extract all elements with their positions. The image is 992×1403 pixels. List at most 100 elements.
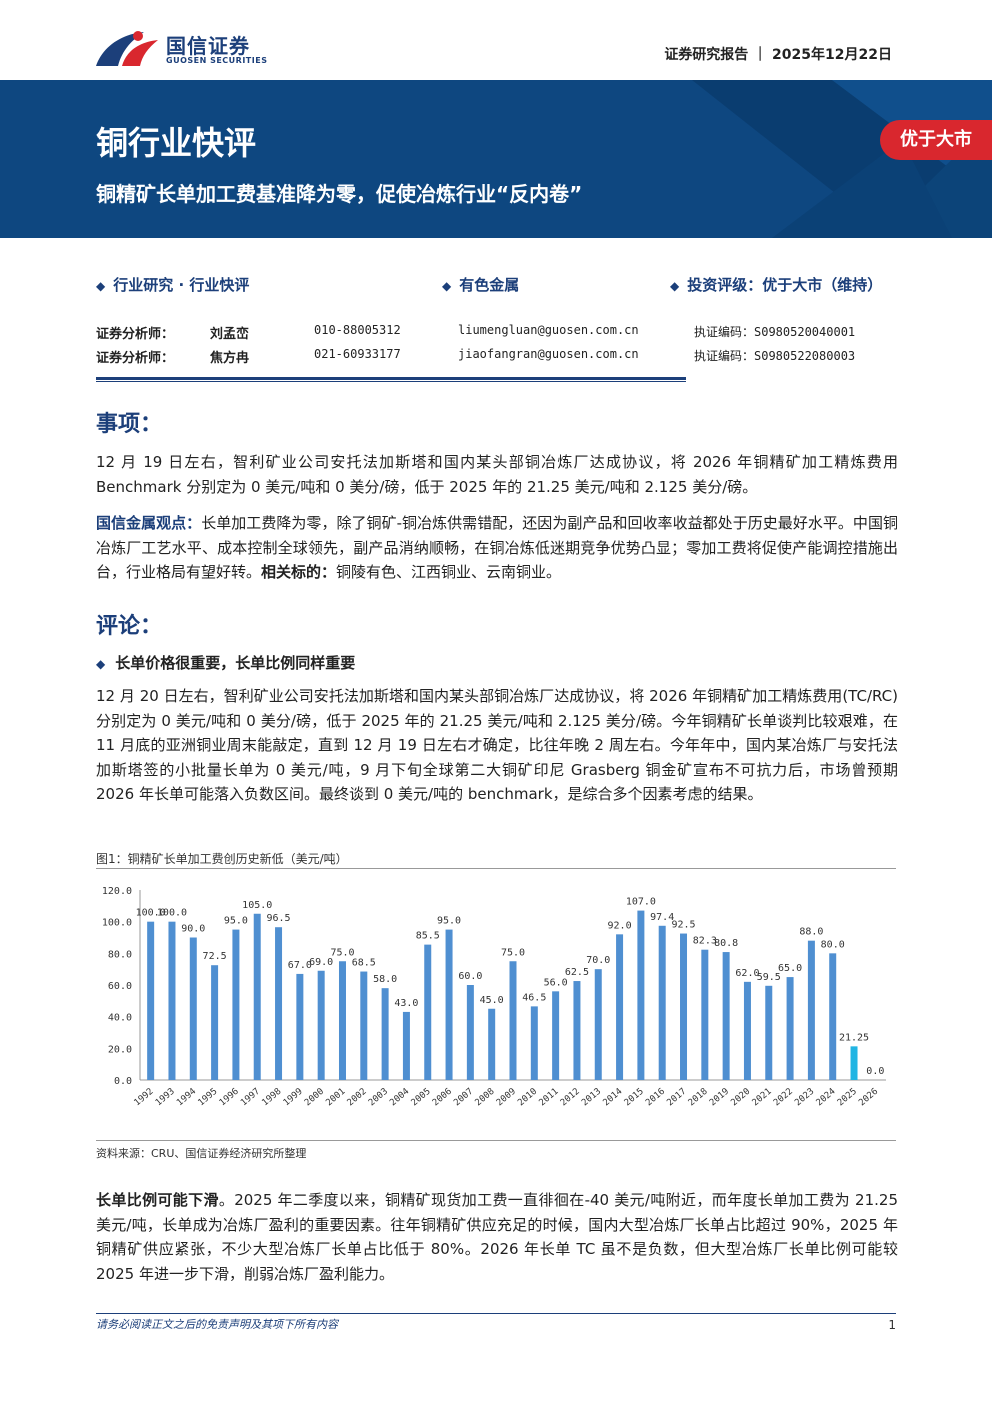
x-tick-label: 2000 [303, 1087, 326, 1109]
data-label: 45.0 [480, 995, 504, 1006]
x-tick-label: 1996 [218, 1087, 241, 1109]
bar [658, 925, 666, 1080]
y-tick-label: 60.0 [108, 981, 132, 992]
target-label: 相关标的： [261, 563, 337, 581]
analyst-email[interactable]: liumengluan@guosen.com.cn [458, 323, 639, 337]
section-heading-comment: 评论： [96, 614, 163, 639]
sub-heading: ◆ 长单价格很重要，长单比例同样重要 [96, 652, 355, 673]
guosen-logo: 国信证券 GUOSEN SECURITIES [92, 26, 282, 70]
x-tick-label: 2026 [857, 1087, 880, 1109]
footer-disclaimer: 请务必阅读正文之后的免责声明及其项下所有内容 [96, 1318, 338, 1331]
bar [424, 944, 432, 1080]
data-label: 68.5 [352, 958, 376, 969]
bar [232, 929, 240, 1080]
analyst-name: 焦方冉 [210, 351, 250, 366]
ratio-label: 长单比例可能下滑 [96, 1191, 219, 1209]
y-tick-label: 20.0 [108, 1044, 132, 1055]
x-tick-label: 2019 [708, 1087, 731, 1109]
bar [360, 971, 368, 1080]
data-label: 100.0 [157, 908, 187, 919]
bar [466, 985, 474, 1080]
x-tick-label: 2023 [793, 1087, 816, 1109]
x-tick-label: 2024 [815, 1087, 838, 1109]
bar [850, 1046, 858, 1080]
ratio-paragraph: 长单比例可能下滑。2025 年二季度以来，铜精矿现货加工费一直徘徊在-40 美元… [96, 1188, 898, 1286]
data-label: 105.0 [242, 900, 272, 911]
analyst-cert: 执证编码：S0980520040001 [694, 325, 856, 339]
diamond-icon: ◆ [96, 279, 106, 293]
data-label: 0.0 [866, 1066, 884, 1077]
category-research-label: 行业研究 · 行业快评 [113, 276, 250, 294]
x-tick-label: 2020 [729, 1087, 752, 1109]
data-label: 90.0 [181, 924, 205, 935]
x-tick-label: 1997 [239, 1087, 262, 1109]
footer-rule [96, 1313, 896, 1314]
ratio-text: 。2025 年二季度以来，铜精矿现货加工费一直徘徊在-40 美元/吨附近，而年度… [96, 1191, 898, 1283]
x-tick-label: 1999 [282, 1087, 305, 1109]
y-tick-label: 100.0 [102, 918, 132, 929]
y-tick-label: 0.0 [114, 1076, 132, 1087]
figure-caption: 图1：铜精矿长单加工费创历史新低（美元/吨） [96, 852, 348, 866]
bar [509, 961, 517, 1080]
x-tick-label: 2022 [772, 1087, 795, 1109]
bar [807, 940, 815, 1080]
comment-paragraph: 12 月 20 日左右，智利矿业公司安托法加斯塔和国内某头部铜冶炼厂达成协议，将… [96, 687, 898, 803]
bar [253, 913, 261, 1080]
analyst-name: 刘孟峦 [210, 327, 250, 342]
bar [338, 961, 346, 1080]
sub-heading-label: 长单价格很重要，长单比例同样重要 [115, 654, 356, 672]
bar [616, 934, 624, 1080]
banner-decoration [692, 80, 992, 238]
data-label: 59.5 [757, 972, 781, 983]
page-number: 1 [888, 1318, 896, 1332]
bar [168, 921, 176, 1080]
bar [552, 991, 560, 1080]
guosen-logo-icon [96, 31, 158, 66]
bar [594, 969, 602, 1080]
data-label: 88.0 [799, 927, 823, 938]
data-label: 60.0 [458, 971, 482, 982]
x-tick-label: 2010 [516, 1087, 539, 1109]
x-tick-label: 2013 [580, 1087, 603, 1109]
bar [488, 1008, 496, 1080]
bar [743, 981, 751, 1080]
bar [530, 1006, 538, 1080]
view-text: 长单加工费降为零，除了铜矿-铜冶炼供需错配，还因为副产品和回收率收益都处于历史最… [96, 514, 898, 581]
report-title: 铜行业快评 [96, 124, 257, 162]
category-rating: ◆ 投资评级：优于大市（维持） [670, 274, 882, 295]
target-text: 铜陵有色、江西铜业、云南铜业。 [336, 563, 562, 581]
logo-text-en: GUOSEN SECURITIES [166, 56, 268, 65]
bar [147, 921, 155, 1080]
bar [317, 970, 325, 1080]
data-label: 80.0 [821, 939, 845, 950]
data-label: 95.0 [224, 916, 248, 927]
x-tick-label: 1993 [154, 1087, 177, 1109]
data-label: 82.3 [693, 936, 717, 947]
data-label: 92.0 [608, 920, 632, 931]
report-subtitle: 铜精矿长单加工费基准降为零，促使冶炼行业“反内卷” [96, 182, 583, 206]
data-label: 107.0 [626, 897, 656, 908]
data-label: 100.0 [136, 908, 166, 919]
category-research: ◆ 行业研究 · 行业快评 [96, 274, 249, 295]
data-label: 21.25 [839, 1032, 869, 1043]
data-label: 80.8 [714, 938, 738, 949]
y-tick-label: 120.0 [102, 886, 132, 897]
data-label: 96.5 [266, 913, 290, 924]
bar [445, 929, 453, 1080]
x-tick-label: 2021 [751, 1087, 774, 1109]
x-tick-label: 2004 [388, 1087, 411, 1109]
analyst-email[interactable]: jiaofangran@guosen.com.cn [458, 347, 639, 361]
title-banner: 铜行业快评 铜精矿长单加工费基准降为零，促使冶炼行业“反内卷” [0, 80, 992, 238]
diamond-icon: ◆ [442, 279, 452, 293]
x-tick-label: 2015 [623, 1087, 646, 1109]
data-label: 62.5 [565, 967, 589, 978]
data-label: 70.0 [586, 955, 610, 966]
data-label: 75.0 [330, 947, 354, 958]
analyst-label: 证券分析师： [96, 327, 175, 342]
category-sector: ◆ 有色金属 [442, 274, 519, 295]
y-tick-label: 40.0 [108, 1013, 132, 1024]
bar [381, 988, 389, 1080]
data-label: 43.0 [394, 998, 418, 1009]
x-tick-label: 1992 [133, 1087, 156, 1109]
x-tick-label: 1998 [260, 1087, 283, 1109]
